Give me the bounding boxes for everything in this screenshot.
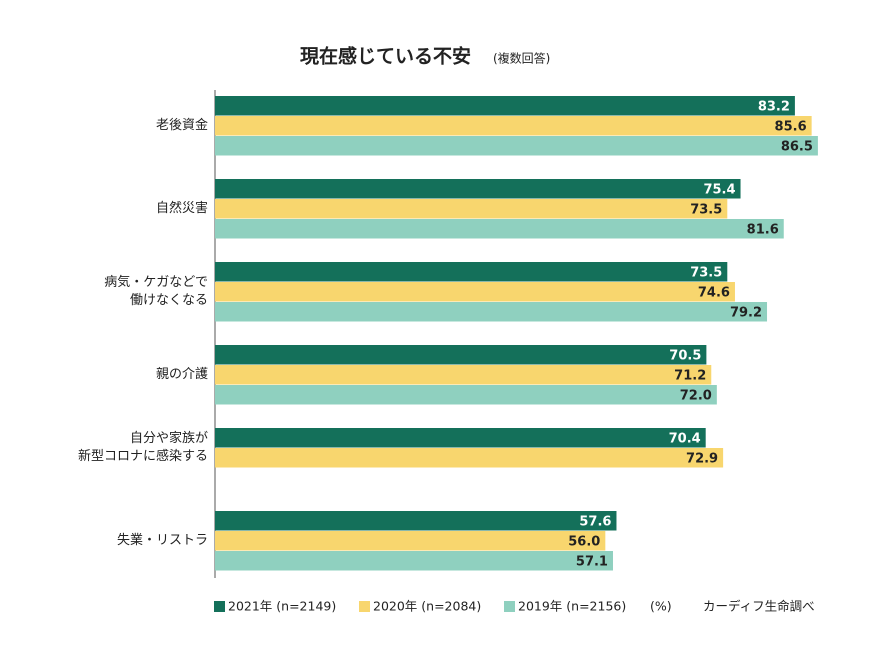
bar [215, 428, 706, 448]
value-label: 57.6 [579, 514, 611, 529]
bar [215, 262, 728, 282]
bar [215, 511, 617, 531]
category-label: 自分や家族が 新型コロナに感染する [77, 430, 208, 464]
bar [215, 116, 812, 136]
unit-label: (%) [650, 599, 672, 614]
value-label: 85.6 [775, 119, 807, 134]
bar [215, 282, 735, 302]
category-label: 親の介護 [155, 366, 208, 382]
value-label: 56.0 [568, 534, 600, 549]
chart-title: 現在感じている不安 [300, 45, 471, 68]
value-label: 86.5 [781, 139, 813, 154]
source-note: カーディフ生命調べ [703, 599, 815, 614]
bar [215, 531, 606, 551]
bar [215, 365, 712, 385]
bar [215, 219, 784, 239]
value-label: 70.5 [669, 348, 701, 363]
bar [215, 302, 768, 322]
category-label: 老後資金 [155, 117, 208, 133]
legend-label: 2021年 (n=2149) [228, 599, 336, 614]
value-label: 72.0 [680, 388, 712, 403]
category-label: 失業・リストラ [116, 532, 208, 548]
legend-label: 2020年 (n=2084) [373, 599, 481, 614]
bar [215, 96, 795, 116]
bar [215, 179, 741, 199]
category-label: 病気・ケガなどで 働けなくなる [104, 274, 208, 308]
value-label: 74.6 [698, 285, 730, 300]
legend-swatch [214, 601, 225, 612]
legend-swatch [504, 601, 515, 612]
value-label: 73.5 [690, 265, 722, 280]
value-label: 57.1 [576, 554, 608, 569]
value-label: 72.9 [686, 451, 718, 466]
bar [215, 345, 707, 365]
value-label: 71.2 [674, 368, 706, 383]
value-label: 83.2 [758, 99, 790, 114]
bar [215, 136, 818, 156]
value-label: 79.2 [730, 305, 762, 320]
bar [215, 551, 613, 571]
bar [215, 448, 724, 468]
chart-subtitle: (複数回答) [493, 51, 550, 66]
bar [215, 199, 728, 219]
category-label: 自然災害 [155, 200, 208, 216]
legend-swatch [359, 601, 370, 612]
value-label: 81.6 [747, 222, 779, 237]
value-label: 70.4 [669, 431, 701, 446]
value-label: 73.5 [690, 202, 722, 217]
value-label: 75.4 [703, 182, 735, 197]
legend-label: 2019年 (n=2156) [518, 599, 626, 614]
bar [215, 385, 717, 405]
